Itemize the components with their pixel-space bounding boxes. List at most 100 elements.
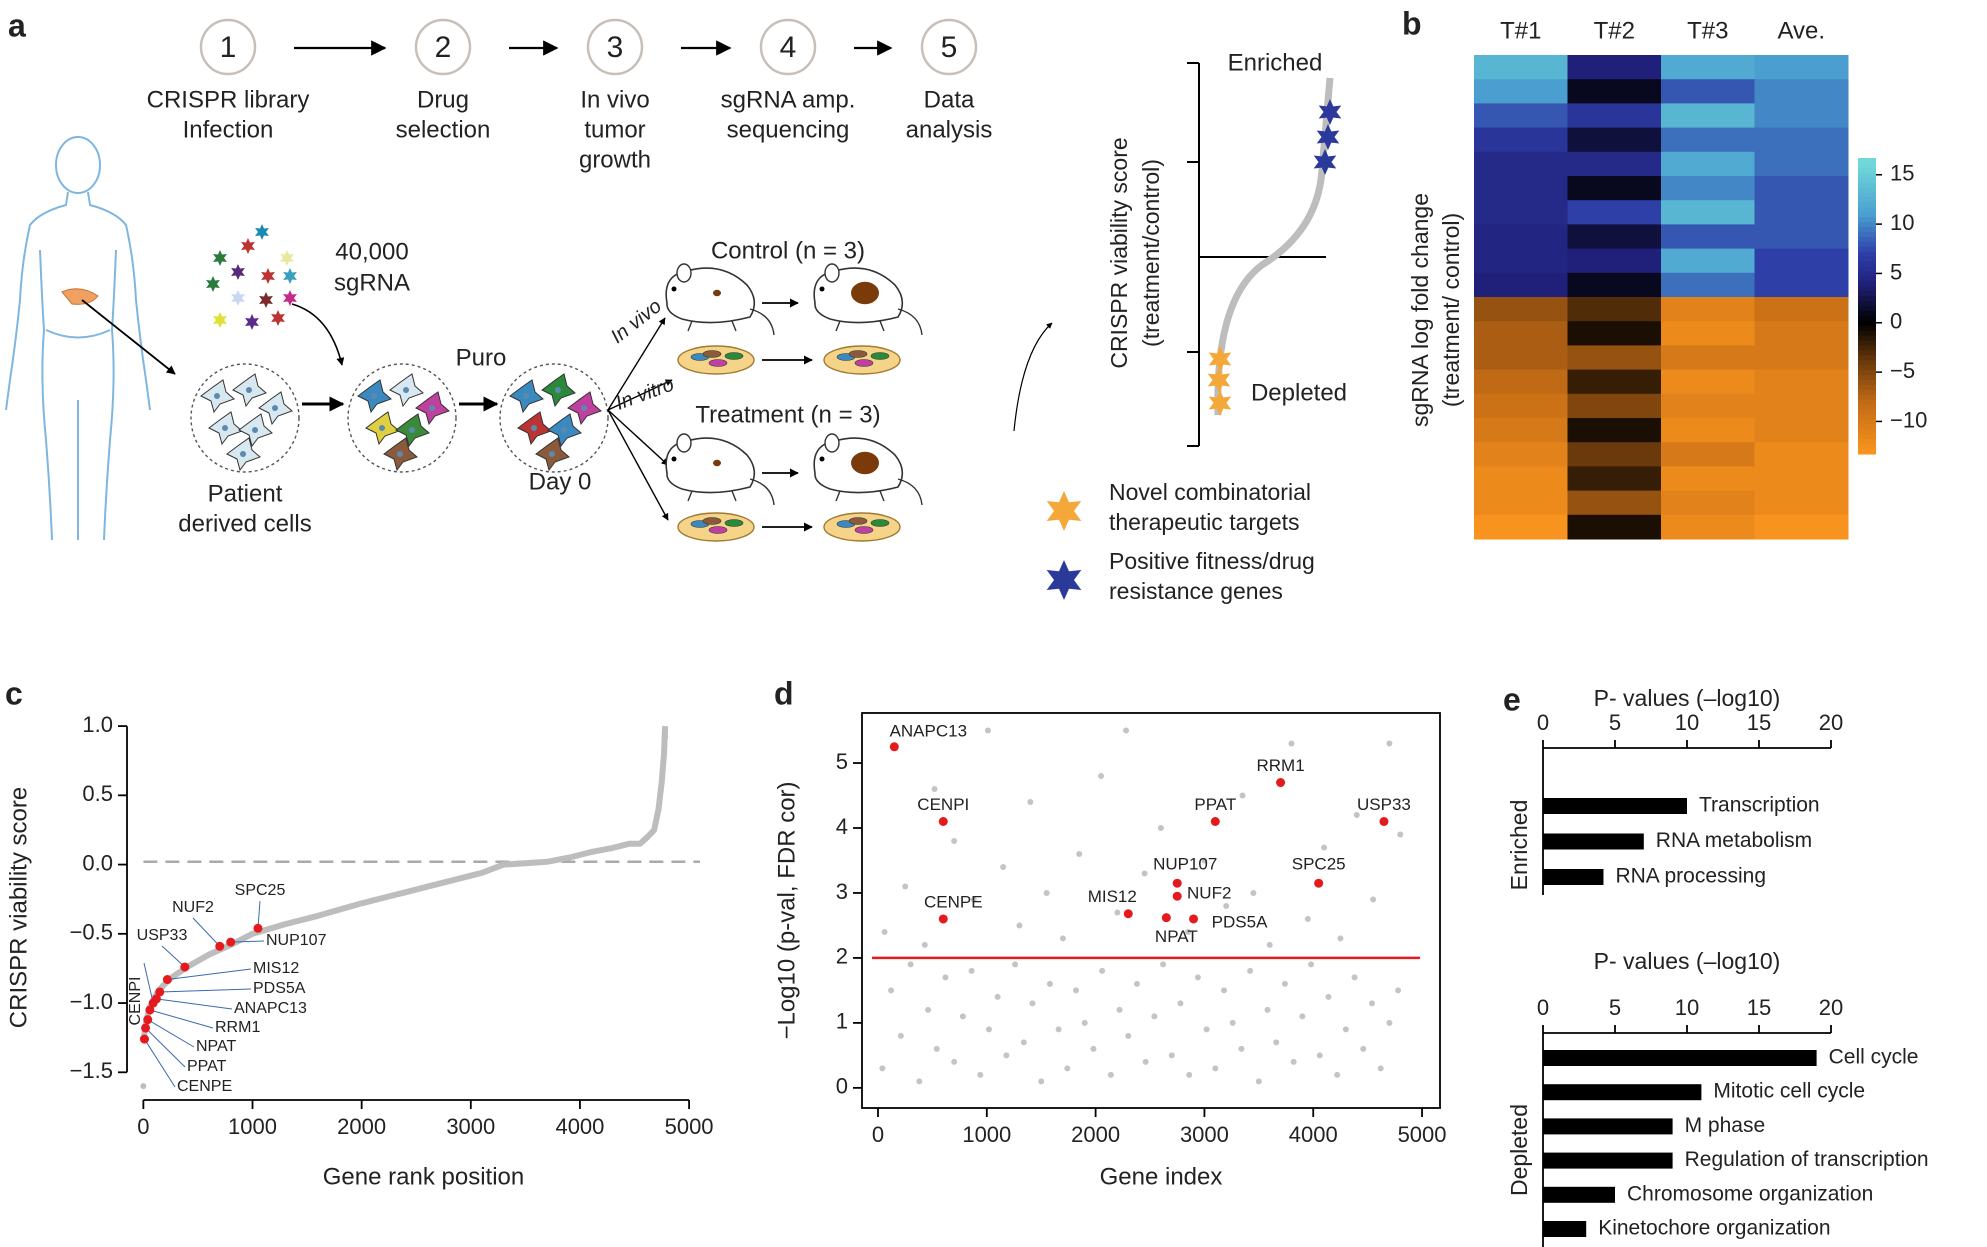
colorbar-slice bbox=[1858, 187, 1876, 194]
colorbar-slice bbox=[1858, 399, 1876, 406]
highlight-point bbox=[141, 1023, 151, 1033]
sgrna-star bbox=[213, 312, 227, 328]
heat-cell bbox=[1567, 224, 1662, 250]
highlight-point bbox=[1189, 914, 1199, 924]
legend-label: resistance genes bbox=[1109, 578, 1283, 604]
panel-label: d bbox=[774, 675, 794, 711]
score-curve bbox=[140, 725, 669, 1043]
heat-cell bbox=[1754, 151, 1849, 177]
point bbox=[1273, 1039, 1280, 1046]
point bbox=[1386, 740, 1393, 747]
heat-cell bbox=[1474, 176, 1568, 201]
highlight-point bbox=[143, 1015, 153, 1025]
point bbox=[1064, 1065, 1071, 1072]
gene-label: RRM1 bbox=[1257, 756, 1305, 775]
arrow bbox=[291, 303, 345, 366]
x-tick-label: 1000 bbox=[228, 1114, 277, 1139]
panel-label: b bbox=[1402, 5, 1422, 41]
inset-y-label: CRISPR viability score bbox=[1106, 137, 1132, 368]
x-axis-title: Gene index bbox=[1100, 1163, 1223, 1190]
colorbar-slice bbox=[1858, 162, 1876, 169]
point bbox=[1059, 935, 1066, 942]
colorbar-slice bbox=[1858, 355, 1876, 361]
cell-nucleus bbox=[397, 451, 403, 457]
point bbox=[1123, 727, 1130, 734]
highlight-point bbox=[148, 998, 158, 1008]
colorbar-slice bbox=[1858, 414, 1876, 420]
colorbar-slice bbox=[1858, 236, 1876, 243]
step-circle bbox=[759, 18, 817, 76]
highlight-point bbox=[155, 987, 165, 997]
colorbar-slice bbox=[1858, 340, 1876, 346]
point bbox=[1334, 1071, 1341, 1078]
gene-label: SPC25 bbox=[235, 882, 286, 899]
sgrna-star bbox=[231, 264, 245, 280]
step-label: sgRNA amp. bbox=[721, 86, 856, 113]
point bbox=[959, 1013, 966, 1020]
colorbar-slice bbox=[1858, 350, 1876, 356]
inset-enriched: Enriched bbox=[1228, 49, 1323, 76]
heat-cell bbox=[1567, 514, 1662, 540]
point bbox=[1012, 961, 1019, 968]
arrow bbox=[1013, 322, 1053, 432]
cell-nucleus bbox=[214, 393, 220, 399]
point bbox=[888, 987, 895, 994]
heat-cell bbox=[1474, 200, 1568, 225]
colorbar-slice bbox=[1858, 380, 1876, 386]
point bbox=[1221, 987, 1228, 994]
point bbox=[1229, 1019, 1236, 1026]
colorbar-slice bbox=[1858, 256, 1876, 263]
gene-label: NPAT bbox=[1155, 927, 1198, 946]
inset-y-label: (treatment/control) bbox=[1138, 159, 1164, 347]
leader-line bbox=[143, 962, 154, 1004]
colorbar-slice bbox=[1858, 217, 1876, 223]
highlight-point bbox=[226, 937, 236, 947]
colorbar-slice bbox=[1858, 449, 1876, 455]
point bbox=[1157, 824, 1164, 831]
heat-cell bbox=[1474, 55, 1568, 80]
point bbox=[951, 837, 958, 844]
cells-label: derived cells bbox=[178, 510, 311, 537]
point bbox=[1255, 1078, 1262, 1085]
heat-cell bbox=[1474, 442, 1568, 467]
highlight-point bbox=[180, 962, 190, 972]
point bbox=[1168, 1052, 1175, 1059]
heat-cell bbox=[1754, 345, 1849, 371]
inset-star bbox=[1207, 367, 1231, 393]
colorbar-tick-label: 5 bbox=[1890, 259, 1902, 284]
y-tick-label: 2 bbox=[836, 944, 848, 969]
x-tick-label: 4000 bbox=[1289, 1122, 1338, 1147]
colorbar-slice bbox=[1858, 266, 1876, 272]
point bbox=[1020, 1039, 1027, 1046]
y-tick-label: −1.5 bbox=[70, 1058, 113, 1083]
point bbox=[1223, 902, 1230, 909]
axis-title: P- values (–log10) bbox=[1594, 685, 1781, 711]
group-label: Depleted bbox=[1506, 1104, 1532, 1196]
heat-cell bbox=[1754, 418, 1849, 443]
sgrna-star bbox=[283, 290, 297, 306]
gene-label: NUF2 bbox=[172, 899, 214, 916]
point bbox=[1203, 1026, 1210, 1033]
heat-cell bbox=[1754, 321, 1849, 346]
mouse-tail bbox=[749, 308, 775, 336]
colorbar-slice bbox=[1858, 301, 1876, 307]
highlight-point bbox=[1276, 778, 1286, 788]
heat-cell bbox=[1754, 490, 1849, 516]
highlight-point bbox=[938, 914, 948, 924]
arrow bbox=[607, 379, 673, 411]
x-tick-label: 0 bbox=[137, 1114, 149, 1139]
point bbox=[1264, 1006, 1271, 1013]
highlight-point bbox=[139, 1034, 149, 1044]
cell bbox=[870, 352, 890, 360]
point bbox=[1160, 961, 1167, 968]
heat-cell bbox=[1567, 127, 1662, 153]
step-number: 1 bbox=[220, 31, 237, 64]
y-tick-label: −0.5 bbox=[70, 920, 113, 945]
heat-cell bbox=[1474, 418, 1568, 443]
point bbox=[1386, 1019, 1393, 1026]
point bbox=[1090, 1045, 1097, 1052]
treatment-label: Treatment (n = 3) bbox=[695, 401, 880, 428]
point bbox=[1337, 935, 1344, 942]
heat-cell bbox=[1661, 466, 1755, 492]
heat-cell bbox=[1567, 103, 1662, 129]
